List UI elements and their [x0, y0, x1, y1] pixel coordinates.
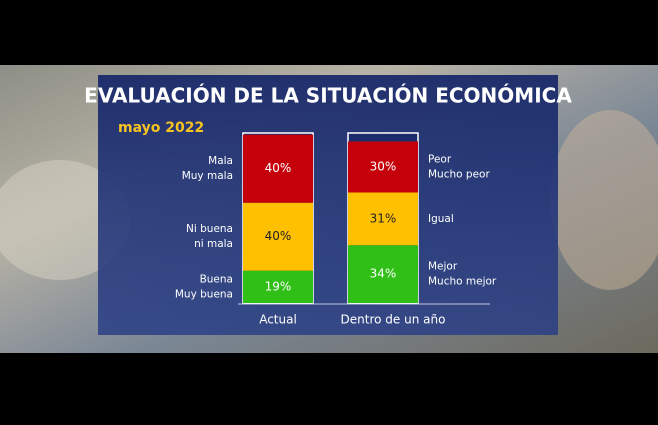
- segment-label: Ni buena: [186, 223, 233, 235]
- segment-label: Mucho mejor: [428, 276, 497, 288]
- value-label: 40%: [265, 229, 292, 243]
- segment-label: Mala: [208, 155, 233, 167]
- segment-label: Muy buena: [175, 288, 233, 300]
- value-label: 31%: [370, 211, 397, 225]
- segment-label: Peor: [428, 154, 452, 166]
- background-blur: [0, 160, 130, 280]
- segment-label: ni mala: [194, 238, 233, 250]
- bar-segment: [243, 270, 313, 303]
- bar-segment: [348, 245, 418, 303]
- segment-label: Mejor: [428, 261, 458, 273]
- segment-label: Buena: [200, 273, 233, 285]
- value-label: 30%: [370, 160, 397, 174]
- bar-segment: [243, 134, 313, 203]
- segment-label: Muy mala: [182, 170, 233, 182]
- bar-segment: [348, 141, 418, 193]
- x-tick-label: Actual: [259, 313, 297, 327]
- background-blur: [550, 110, 658, 290]
- value-label: 19%: [265, 279, 292, 293]
- segment-label: Mucho peor: [428, 169, 490, 181]
- value-label: 34%: [370, 267, 397, 281]
- panel: [98, 75, 558, 335]
- chart-title: EVALUACIÓN DE LA SITUACIÓN ECONÓMICA: [84, 84, 572, 108]
- chart-subtitle: mayo 2022: [118, 120, 204, 136]
- value-label: 40%: [265, 161, 292, 175]
- x-tick-label: Dentro de un año: [341, 313, 446, 327]
- bar-segment: [348, 192, 418, 246]
- segment-label: Igual: [428, 213, 454, 225]
- bar-segment: [243, 202, 313, 271]
